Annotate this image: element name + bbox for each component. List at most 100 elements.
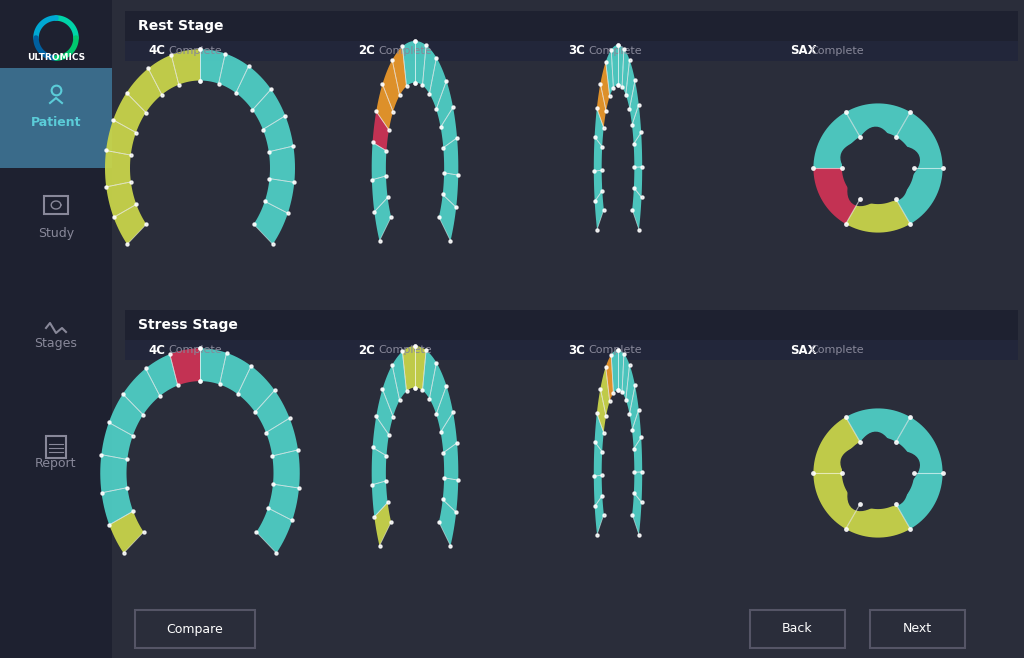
Polygon shape <box>618 45 624 88</box>
Text: Stress Stage: Stress Stage <box>138 318 238 332</box>
Text: Patient: Patient <box>31 116 81 130</box>
Polygon shape <box>252 89 286 130</box>
Polygon shape <box>594 170 602 201</box>
Polygon shape <box>376 84 393 130</box>
Polygon shape <box>218 53 249 93</box>
Polygon shape <box>634 438 642 472</box>
Polygon shape <box>415 346 426 390</box>
Polygon shape <box>594 137 602 171</box>
Bar <box>750 610 845 648</box>
Polygon shape <box>373 417 389 456</box>
Polygon shape <box>254 201 288 244</box>
Polygon shape <box>611 350 618 393</box>
Polygon shape <box>813 112 860 168</box>
Polygon shape <box>595 191 604 230</box>
Polygon shape <box>382 60 399 112</box>
Polygon shape <box>200 49 225 84</box>
Polygon shape <box>392 47 407 95</box>
Bar <box>125 340 1018 360</box>
Bar <box>125 11 1018 41</box>
Bar <box>870 610 965 648</box>
Polygon shape <box>429 58 446 109</box>
Polygon shape <box>272 450 300 488</box>
Text: 2C: 2C <box>358 343 375 357</box>
Polygon shape <box>373 111 389 151</box>
Polygon shape <box>813 417 860 473</box>
Polygon shape <box>632 105 641 144</box>
Text: ULTROMICS: ULTROMICS <box>27 53 85 63</box>
Polygon shape <box>632 188 641 230</box>
Polygon shape <box>101 422 133 459</box>
Polygon shape <box>382 365 399 417</box>
Polygon shape <box>268 146 295 182</box>
Polygon shape <box>634 167 642 197</box>
Text: SAX: SAX <box>790 45 816 57</box>
Polygon shape <box>372 142 386 180</box>
Polygon shape <box>626 60 635 109</box>
Text: Rest Stage: Rest Stage <box>138 19 223 33</box>
Polygon shape <box>841 432 920 511</box>
Polygon shape <box>896 417 943 473</box>
Polygon shape <box>114 205 146 244</box>
Polygon shape <box>101 488 133 525</box>
Bar <box>125 310 1018 340</box>
Polygon shape <box>219 353 251 394</box>
Polygon shape <box>600 62 609 111</box>
Polygon shape <box>127 68 162 113</box>
Text: 3C: 3C <box>568 343 585 357</box>
Polygon shape <box>106 120 136 155</box>
Polygon shape <box>443 138 459 175</box>
Polygon shape <box>266 418 298 456</box>
Text: SAX: SAX <box>790 343 816 357</box>
Polygon shape <box>105 151 131 187</box>
Polygon shape <box>423 350 436 399</box>
Polygon shape <box>372 447 386 485</box>
Polygon shape <box>626 365 635 414</box>
Polygon shape <box>171 49 200 85</box>
Polygon shape <box>402 41 415 86</box>
Polygon shape <box>846 199 910 232</box>
Polygon shape <box>443 443 459 480</box>
Text: Next: Next <box>903 622 932 636</box>
Text: Back: Back <box>782 622 813 636</box>
Polygon shape <box>846 504 910 538</box>
Polygon shape <box>597 389 606 433</box>
Bar <box>0 0 112 658</box>
Polygon shape <box>123 368 160 415</box>
Text: Complete: Complete <box>810 345 863 355</box>
Polygon shape <box>442 478 459 513</box>
Text: Complete: Complete <box>810 46 863 56</box>
Polygon shape <box>402 346 415 392</box>
Polygon shape <box>440 107 457 147</box>
Polygon shape <box>594 475 602 507</box>
Polygon shape <box>634 472 642 502</box>
Polygon shape <box>439 499 456 546</box>
Text: Complete: Complete <box>588 345 642 355</box>
Polygon shape <box>436 81 453 127</box>
Text: Complete: Complete <box>378 345 432 355</box>
Polygon shape <box>100 455 127 493</box>
Polygon shape <box>109 394 143 436</box>
Polygon shape <box>632 409 641 449</box>
Polygon shape <box>423 45 436 93</box>
Polygon shape <box>263 116 293 152</box>
Text: Compare: Compare <box>167 622 223 636</box>
Polygon shape <box>372 176 388 212</box>
Polygon shape <box>595 413 604 452</box>
Polygon shape <box>145 354 178 396</box>
Polygon shape <box>440 413 457 453</box>
Polygon shape <box>634 132 642 167</box>
Polygon shape <box>595 109 604 147</box>
Text: 4C: 4C <box>148 45 165 57</box>
Polygon shape <box>265 178 294 213</box>
Polygon shape <box>597 84 606 128</box>
Bar <box>46 436 66 458</box>
Polygon shape <box>622 49 630 95</box>
Text: Complete: Complete <box>378 46 432 56</box>
Polygon shape <box>630 386 639 430</box>
Polygon shape <box>110 511 143 553</box>
Text: 2C: 2C <box>358 45 375 57</box>
Polygon shape <box>846 409 910 442</box>
Polygon shape <box>439 195 456 241</box>
Text: Complete: Complete <box>168 345 221 355</box>
